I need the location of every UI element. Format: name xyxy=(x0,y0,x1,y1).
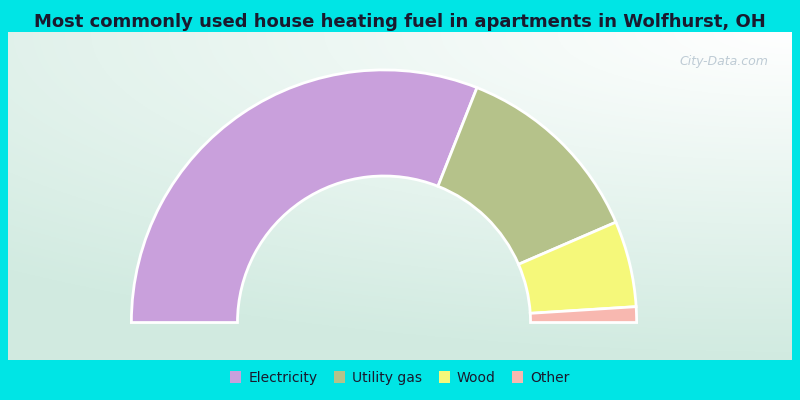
Legend: Electricity, Utility gas, Wood, Other: Electricity, Utility gas, Wood, Other xyxy=(226,367,574,389)
Wedge shape xyxy=(530,307,637,322)
Wedge shape xyxy=(438,88,616,264)
Text: City-Data.com: City-Data.com xyxy=(680,55,769,68)
Text: Most commonly used house heating fuel in apartments in Wolfhurst, OH: Most commonly used house heating fuel in… xyxy=(34,13,766,31)
Wedge shape xyxy=(131,70,477,322)
Wedge shape xyxy=(518,222,636,313)
